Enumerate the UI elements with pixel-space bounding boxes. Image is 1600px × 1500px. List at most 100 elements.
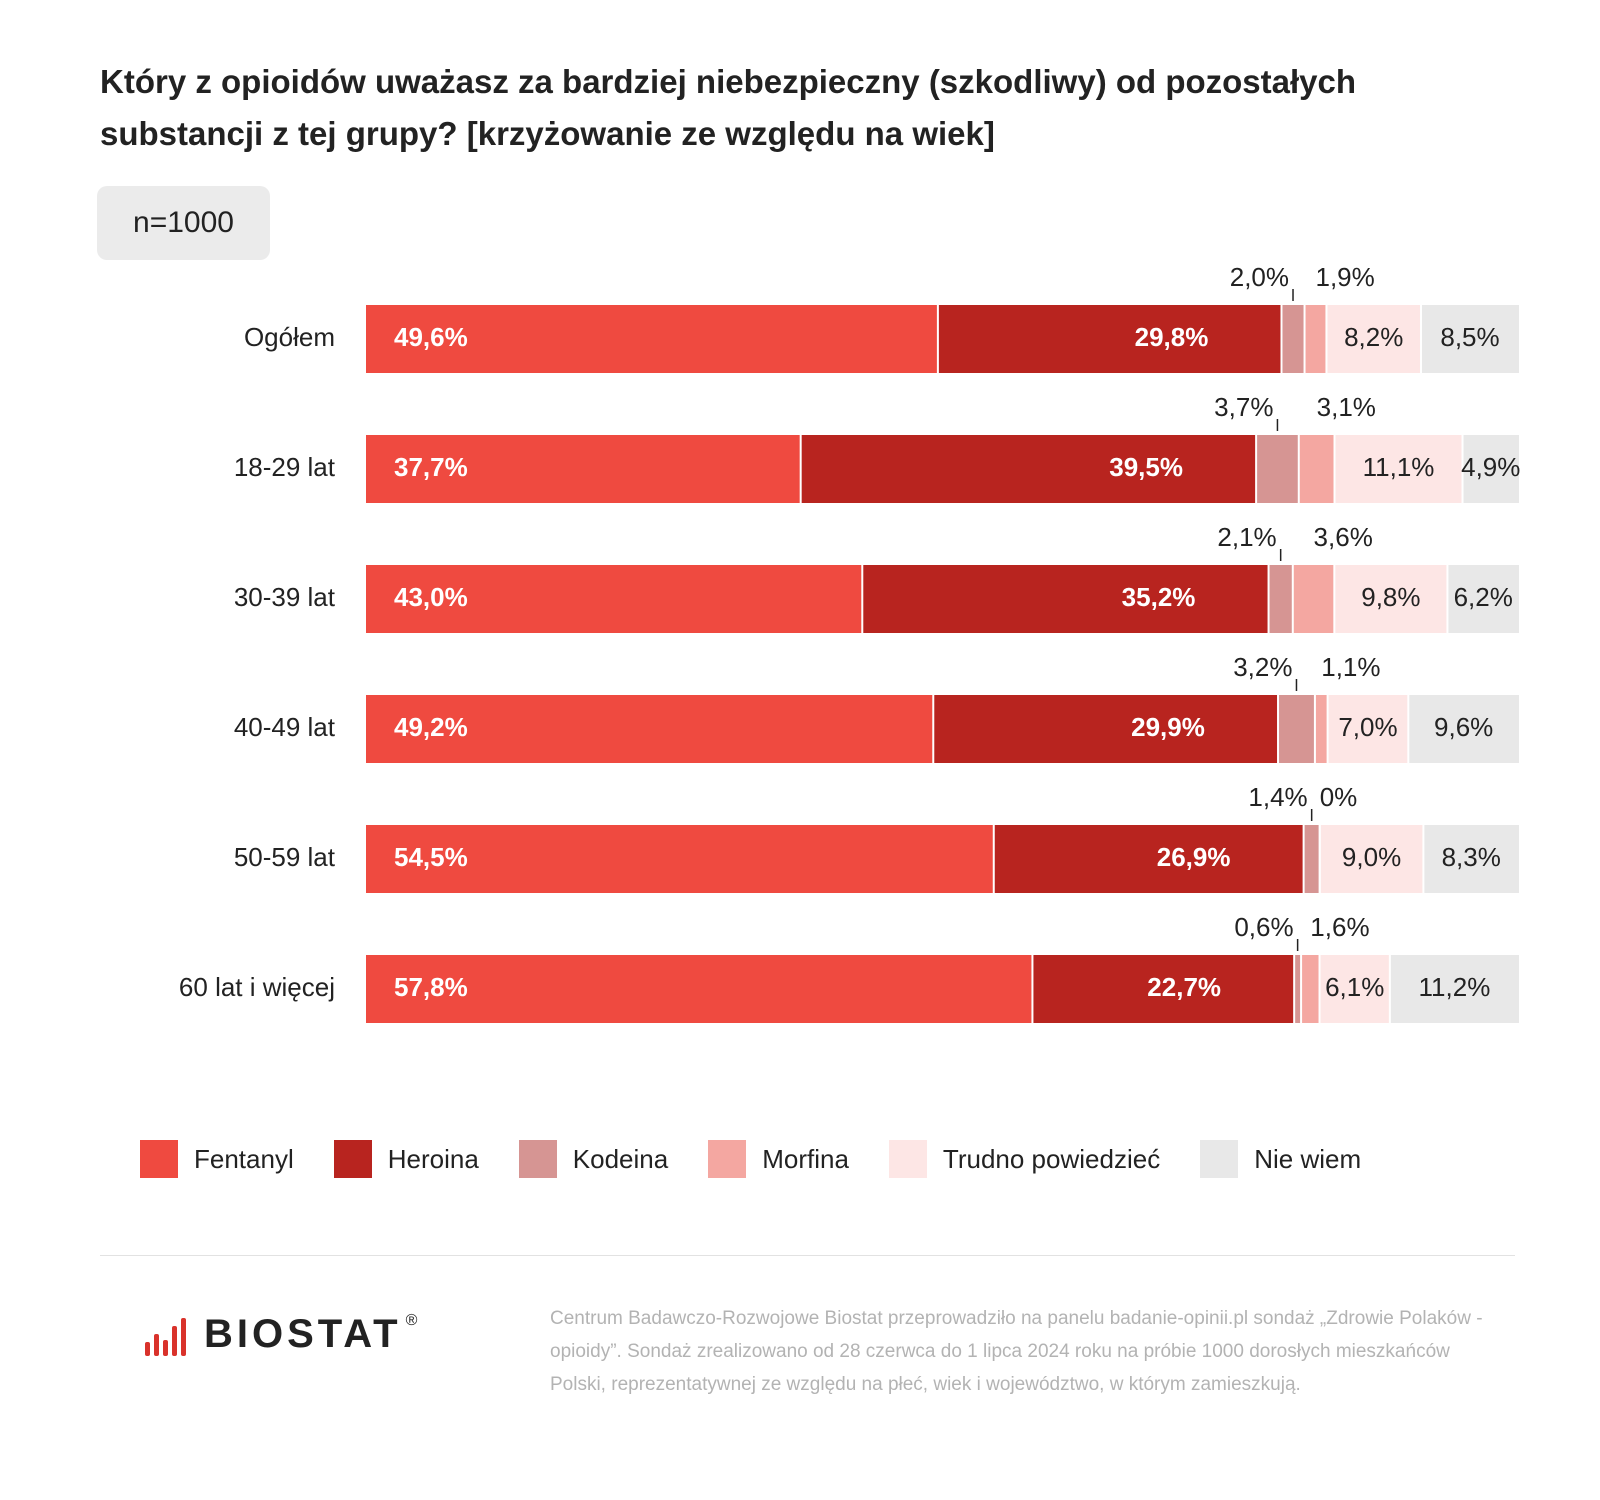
bar-segment [1327,695,1409,763]
data-label: 29,9% [1131,712,1205,742]
data-label: 3,6% [1314,522,1373,552]
bar-segment [1281,305,1305,373]
data-label: 22,7% [1147,972,1221,1002]
data-label: 6,1% [1325,972,1384,1002]
data-label: 1,4% [1248,782,1307,812]
biostat-logo: BIOSTAT ® [145,1312,417,1357]
bar-segment [1319,955,1390,1023]
bar-segment [1326,305,1421,373]
data-label: 9,0% [1342,842,1401,872]
legend-item: Heroina [333,1140,479,1178]
category-label: 40-49 lat [234,712,336,742]
data-label: 8,2% [1344,322,1403,352]
bar-segment [993,825,1304,893]
bar-segment [800,435,1257,503]
bar-segment [1278,695,1315,763]
data-label: 3,2% [1233,652,1292,682]
legend-item: Trudno powiedzieć [888,1140,1160,1178]
data-label: 49,6% [394,322,468,352]
data-label: 49,2% [394,712,468,742]
legend-swatch [1200,1140,1239,1178]
bar-segment [366,305,938,373]
bar-segment [1423,825,1519,893]
legend-item: Morfina [708,1140,849,1178]
bar-segment [1462,435,1519,503]
bar-segment [1447,565,1519,633]
data-label: 11,2% [1419,972,1491,1002]
legend-swatch [333,1140,372,1178]
category-label: 50-59 lat [234,842,336,872]
bar-segment [1420,305,1519,373]
stacked-bar-chart: Ogółem 49,6% 29,8% 2,0% 1,9% 8,2% 8,5% 18-29 la… [179,262,1520,1023]
bar-segment [1303,825,1320,893]
legend-label: Nie wiem [1254,1143,1362,1174]
legend-item: Kodeina [518,1140,669,1178]
legend-label: Heroina [387,1143,479,1174]
legend-label: Morfina [762,1143,849,1174]
bar-segment [1389,955,1519,1023]
bar-segment [933,695,1279,763]
legend-item: Nie wiem [1200,1140,1361,1178]
chart-legend: Fentanyl Heroina Kodeina Morfina Trudno powi… [140,1140,1401,1178]
data-label: 8,3% [1442,842,1501,872]
chart-title: Który z opioidów uważasz za bardziej nie… [100,63,1357,152]
category-label: 60 lat i więcej [179,972,335,1002]
data-label: 2,1% [1217,522,1276,552]
data-label: 1,9% [1315,262,1374,292]
bar-segment [1256,435,1299,503]
legend-swatch [708,1140,747,1178]
bar-segment [1334,565,1448,633]
legend-label: Kodeina [572,1143,669,1174]
bar-segment [366,825,994,893]
footer-divider [100,1255,1515,1256]
bar-segment [366,955,1033,1023]
logo-registered-mark: ® [405,1312,418,1329]
bar-segment [862,565,1269,633]
data-label: 1,6% [1310,912,1369,942]
data-label: 0% [1320,782,1358,812]
bar-segment [1292,565,1335,633]
category-label: 18-29 lat [234,452,336,482]
data-label: 54,5% [394,842,468,872]
bar-segment [366,435,801,503]
legend-item: Fentanyl [140,1140,294,1178]
data-label: 57,8% [394,972,468,1002]
bar-segment [1408,695,1519,763]
legend-label: Fentanyl [194,1143,294,1174]
data-label: 37,7% [394,452,468,482]
data-label: 6,2% [1454,582,1513,612]
data-label: 2,0% [1230,262,1289,292]
bar-segment [1334,435,1463,503]
bar-segment [1319,825,1424,893]
data-label: 3,1% [1317,392,1376,422]
data-label: 3,7% [1214,392,1273,422]
data-label: 9,6% [1434,712,1493,742]
bar-segment [1268,565,1293,633]
data-label: 9,8% [1361,582,1420,612]
bar-segment [366,565,863,633]
data-label: 1,1% [1321,652,1380,682]
data-label: 29,8% [1135,322,1209,352]
data-label: 26,9% [1157,842,1231,872]
category-label: Ogółem [244,322,335,352]
category-label: 30-39 lat [234,582,336,612]
data-label: 0,6% [1234,912,1293,942]
data-label: 7,0% [1338,712,1397,742]
legend-swatch [888,1140,927,1178]
data-label: 4,9% [1461,452,1520,482]
data-label: 11,1% [1363,452,1435,482]
bar-segment [1298,435,1335,503]
bar-segment [937,305,1282,373]
bar-segment [366,695,934,763]
bar-segment [1294,955,1302,1023]
survey-footnote: Centrum Badawczo-Rozwojowe Biostat przep… [550,1308,1483,1395]
bar-segment [1304,305,1327,373]
sample-size-badge: n=1000 [97,186,270,260]
logo-text: BIOSTAT [204,1312,402,1356]
data-label: 35,2% [1122,582,1196,612]
bar-segment [1314,695,1328,763]
data-label: 39,5% [1109,452,1183,482]
legend-swatch [518,1140,557,1178]
logo-bars-icon [145,1314,190,1356]
data-label: 8,5% [1440,322,1499,352]
